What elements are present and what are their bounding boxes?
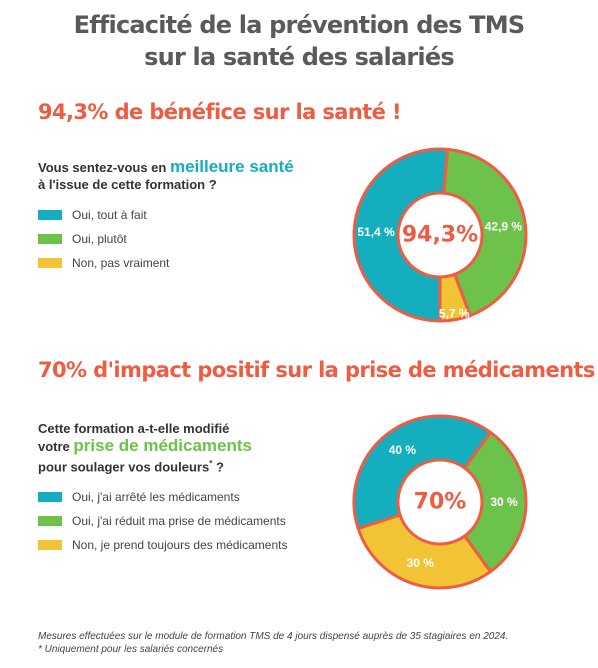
donut-slice-2-1 xyxy=(463,430,528,574)
legend-item: Oui, tout à fait xyxy=(38,203,169,227)
legend-label: Oui, j'ai réduit ma prise de médicaments xyxy=(72,514,286,528)
question-text: pour soulager vos douleurs xyxy=(38,459,210,475)
legend-swatch xyxy=(38,258,62,268)
legend-item: Non, je prend toujours des médicaments xyxy=(38,533,287,557)
donut-slice-1-1 xyxy=(442,147,528,318)
section1-legend: Oui, tout à fait Oui, plutôt Non, pas vr… xyxy=(38,203,169,275)
legend-swatch xyxy=(38,234,62,244)
footnote: Mesures effectuées sur le module de form… xyxy=(38,630,508,656)
slice-value-label-2-0: 40 % xyxy=(389,443,417,457)
legend-swatch xyxy=(38,540,62,550)
donut-slice-2-0 xyxy=(352,414,493,531)
question-text: Cette formation a-t-elle modifié xyxy=(38,421,230,436)
legend-swatch xyxy=(38,492,62,502)
section2-question: Cette formation a-t-elle modifié votre p… xyxy=(38,420,252,475)
donut-slice-1-0 xyxy=(352,147,450,323)
question-text: à l'issue de cette formation ? xyxy=(38,177,217,192)
question-text: Vous sentez-vous en xyxy=(38,160,167,175)
donut-chart-medication: 40 % 30 % 30 % 70% xyxy=(352,414,528,590)
legend-item: Oui, j'ai arrêté les médicaments xyxy=(38,485,287,509)
section1-question: Vous sentez-vous en meilleure santé à l'… xyxy=(38,158,294,193)
question-text: ? xyxy=(212,459,224,475)
question-text: votre xyxy=(38,439,70,454)
legend-label: Non, je prend toujours des médicaments xyxy=(72,538,288,552)
page-title-line2: sur la santé des salariés xyxy=(144,43,454,71)
question-highlight: meilleure santé xyxy=(169,157,294,176)
section2-headline: 70% d'impact positif sur la prise de méd… xyxy=(38,358,598,382)
legend-item: Oui, j'ai réduit ma prise de médicaments xyxy=(38,509,287,533)
donut-slice-1-2 xyxy=(438,272,472,323)
slice-value-label-1-2: 5,7 % xyxy=(439,307,470,321)
slice-value-label-2-2: 30 % xyxy=(407,556,435,570)
legend-swatch xyxy=(38,516,62,526)
footnote-star: * xyxy=(209,459,213,468)
section1-headline: 94,3% de bénéfice sur la santé ! xyxy=(38,100,402,124)
slice-value-label-2-1: 30 % xyxy=(490,495,518,509)
legend-item: Non, pas vraiment xyxy=(38,251,169,275)
slice-value-label-1-1: 42,9 % xyxy=(485,219,523,233)
footnote-line2: * Uniquement pour les salariés concernés xyxy=(38,644,224,655)
legend-label: Oui, j'ai arrêté les médicaments xyxy=(72,490,240,504)
donut-slice-2-2 xyxy=(356,513,493,590)
legend-label: Oui, tout à fait xyxy=(72,208,147,222)
slice-value-label-1-0: 51,4 % xyxy=(357,225,395,239)
legend-label: Non, pas vraiment xyxy=(72,256,170,270)
donut-center-label-2: 70% xyxy=(414,490,467,515)
legend-label: Oui, plutôt xyxy=(72,232,127,246)
footnote-line1: Mesures effectuées sur le module de form… xyxy=(38,631,509,642)
legend-swatch xyxy=(38,210,62,220)
donut-center-label-1: 94,3% xyxy=(402,223,478,248)
section2-legend: Oui, j'ai arrêté les médicaments Oui, j'… xyxy=(38,485,287,557)
legend-item: Oui, plutôt xyxy=(38,227,169,251)
donut-chart-health: 51,4 % 42,9 % 5,7 % 94,3% xyxy=(352,147,528,323)
page-title-line1: Efficacité de la prévention des TMS xyxy=(73,11,525,39)
question-highlight: prise de médicaments xyxy=(73,436,252,455)
